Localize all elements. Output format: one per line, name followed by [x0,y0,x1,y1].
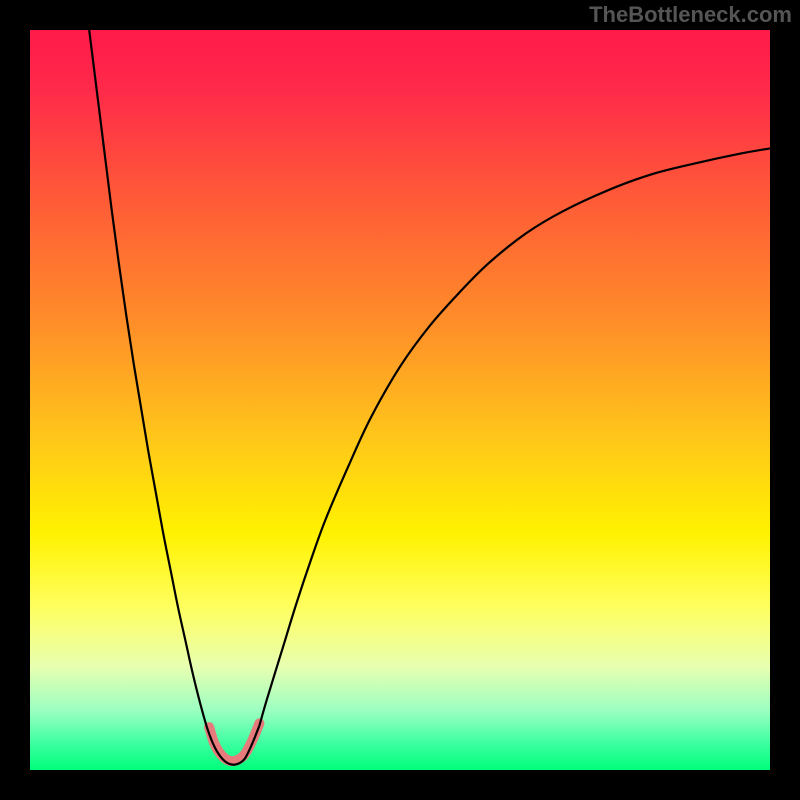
bottleneck-chart [0,0,800,800]
plot-background [30,30,770,770]
watermark-text: TheBottleneck.com [589,2,792,28]
